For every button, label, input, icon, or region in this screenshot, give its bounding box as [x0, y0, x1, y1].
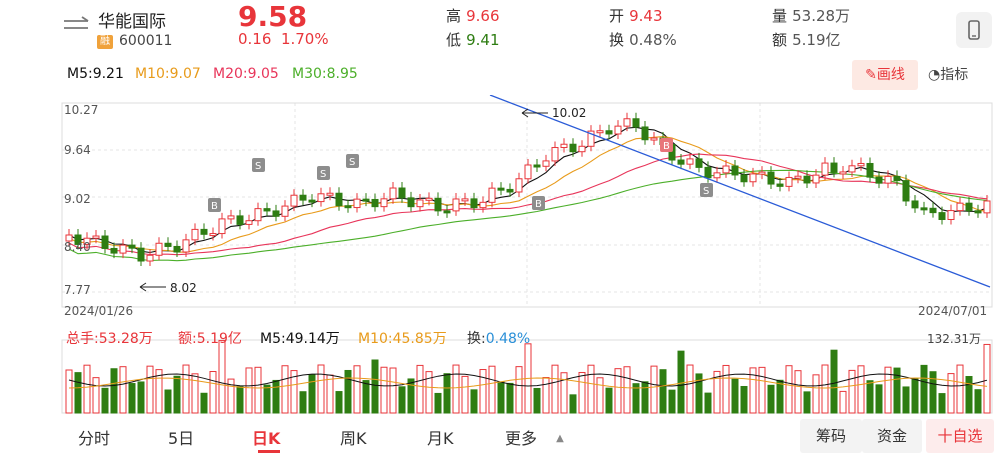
sell-marker: S [346, 154, 359, 168]
turnover-quote: 换 0.48% [609, 29, 677, 50]
volume-quote: 量 53.28万 [772, 5, 850, 26]
sell-marker: S [317, 166, 330, 180]
tab-month-k[interactable]: 月K [427, 429, 454, 448]
open-value: 9.43 [629, 7, 663, 25]
low-value: 9.41 [466, 31, 500, 49]
marker-letter: B [211, 201, 218, 212]
active-tab-indicator [258, 450, 280, 453]
buy-marker: B [660, 138, 673, 152]
high-quote: 高 9.66 [446, 5, 500, 26]
candlesticks [65, 112, 991, 267]
trend-line [489, 95, 991, 288]
chips-button[interactable]: 筹码 [800, 419, 862, 453]
back-arrow-icon [64, 16, 89, 29]
volume-bars [65, 339, 991, 414]
marker-letter: B [663, 141, 670, 152]
turnover-rate-value: 0.48% [485, 331, 531, 347]
back-button[interactable] [62, 14, 90, 36]
low-marker: 8.02 [139, 281, 197, 295]
volume-ma10: M10:45.85万 [358, 331, 447, 347]
gauge-icon: ◔ [928, 67, 941, 83]
add-favorite-button[interactable]: 十自选 [926, 419, 994, 453]
draw-line-label: 画线 [876, 67, 905, 83]
trade-markers: B S S S B B S [208, 138, 713, 212]
sell-marker: S [700, 183, 713, 197]
change-percent: 1.70% [280, 30, 329, 48]
volume-label: 量 [772, 7, 788, 25]
volume-max: 132.31万 [927, 332, 981, 346]
turnover-rate: 换:0.48% [467, 328, 530, 348]
amount-label: 额 [772, 31, 788, 49]
end-date: 2024/07/01 [918, 304, 987, 318]
open-label: 开 [609, 7, 625, 25]
buy-marker: B [532, 196, 545, 210]
marker-letter: S [255, 161, 261, 172]
marker-letter: S [703, 186, 709, 197]
marker-letter: S [320, 169, 326, 180]
y-tick-2: 9.64 [64, 143, 91, 157]
turnover-key: 换: [467, 331, 486, 347]
amount-value: 5.19亿 [792, 31, 841, 49]
funds-button[interactable]: 资金 [862, 419, 922, 453]
change-value: 0.16 [238, 30, 272, 48]
indicator-label: 指标 [940, 67, 969, 83]
low-marker-label: 8.02 [170, 281, 197, 295]
kline-chart[interactable]: B S S S B B S 10.27 9.64 9.02 8.40 7.77 2024/0… [0, 95, 1000, 415]
y-tick-3: 9.02 [64, 192, 91, 206]
y-tick-1: 10.27 [64, 103, 98, 117]
start-date: 2024/01/26 [64, 304, 133, 318]
pencil-icon: ✎ [865, 67, 877, 83]
high-marker-label: 10.02 [552, 106, 586, 120]
marker-letter: S [349, 157, 355, 168]
tab-5day[interactable]: 5日 [168, 429, 195, 448]
buy-marker: B [208, 198, 221, 212]
tab-more-label: 更多 [505, 429, 538, 448]
y-tick-4: 8.40 [64, 240, 91, 254]
landscape-button[interactable] [956, 12, 992, 48]
price-change: 0.16 1.70% [238, 30, 329, 48]
margin-badge: 融 [97, 35, 113, 49]
indicator-button[interactable]: ◔指标 [928, 64, 968, 84]
total-volume: 总手:53.28万 [66, 331, 153, 347]
high-label: 高 [446, 7, 462, 25]
tab-day-k[interactable]: 日K [252, 429, 281, 448]
total-amount: 额:5.19亿 [178, 331, 242, 347]
high-value: 9.66 [466, 7, 500, 25]
low-label: 低 [446, 31, 462, 49]
stock-name: 华能国际 [98, 12, 166, 32]
low-quote: 低 9.41 [446, 29, 500, 50]
phone-rotate-icon [968, 20, 980, 40]
ma5-label: M5:9.21 [67, 66, 124, 82]
y-tick-5: 7.77 [64, 283, 91, 297]
draw-line-button[interactable]: ✎画线 [852, 60, 918, 90]
ma10-label: M10:9.07 [135, 66, 201, 82]
sell-marker: S [252, 158, 265, 172]
open-quote: 开 9.43 [609, 5, 663, 26]
volume-ma5: M5:49.14万 [260, 331, 340, 347]
turnover-label: 换 [609, 31, 625, 49]
tab-minute[interactable]: 分时 [78, 429, 111, 448]
volume-value: 53.28万 [792, 7, 851, 25]
ma30-label: M30:8.95 [292, 66, 358, 82]
caret-up-icon: ▲ [556, 433, 564, 444]
current-price: 9.58 [238, 0, 308, 33]
turnover-value: 0.48% [629, 31, 677, 49]
moving-average-lines [68, 126, 988, 262]
ma20-label: M20:9.05 [213, 66, 279, 82]
tab-more[interactable]: 更多 ▲ [505, 425, 564, 449]
marker-letter: B [535, 199, 542, 210]
tab-week-k[interactable]: 周K [340, 429, 367, 448]
amount-quote: 额 5.19亿 [772, 29, 841, 50]
high-marker: 10.02 [521, 106, 586, 120]
stock-code: 600011 [119, 33, 173, 49]
